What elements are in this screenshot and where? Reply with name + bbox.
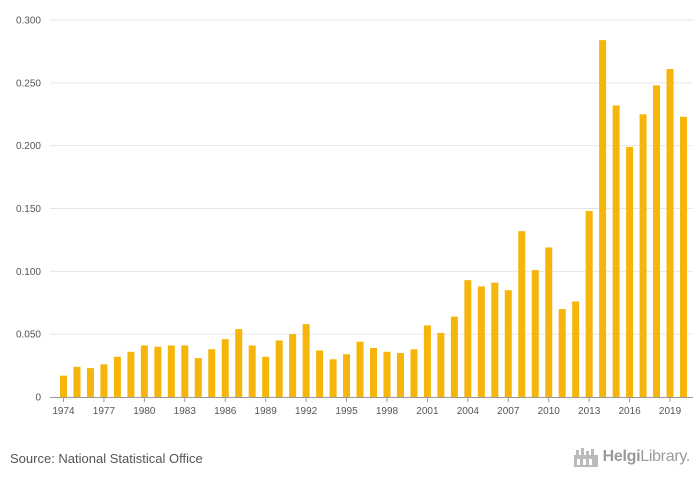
bar-2018[interactable] bbox=[653, 85, 661, 397]
bar-1988[interactable] bbox=[248, 345, 256, 397]
bar-2019[interactable] bbox=[666, 69, 674, 397]
bar-2006[interactable] bbox=[491, 282, 499, 397]
helgi-library-logo[interactable]: HelgiLibrary. bbox=[573, 446, 690, 468]
y-tick-label: 0 bbox=[35, 393, 41, 404]
bar-2020[interactable] bbox=[680, 116, 687, 397]
y-tick-label: 0.100 bbox=[16, 267, 41, 278]
bar-1987[interactable] bbox=[235, 329, 243, 397]
bar-1983[interactable] bbox=[181, 345, 189, 397]
bar-2004[interactable] bbox=[464, 280, 472, 397]
bar-1995[interactable] bbox=[343, 354, 351, 397]
bar-2002[interactable] bbox=[437, 332, 445, 397]
source-note: Source: National Statistical Office bbox=[10, 451, 203, 466]
bar-2011[interactable] bbox=[558, 309, 566, 397]
bar-1977[interactable] bbox=[100, 364, 108, 397]
bar-1992[interactable] bbox=[302, 324, 310, 397]
y-tick-label: 0.200 bbox=[16, 141, 41, 152]
x-axis-labels: 1974 1977 1980 1983 1986 1989 1992 1995 1998 2001… bbox=[52, 406, 681, 417]
bar-2001[interactable] bbox=[423, 325, 431, 397]
bar-1975[interactable] bbox=[73, 366, 81, 397]
bar-1993[interactable] bbox=[316, 350, 324, 398]
x-tick-label: 1977 bbox=[93, 406, 116, 417]
x-tick-label: 2013 bbox=[578, 406, 601, 417]
x-tick-label: 1974 bbox=[52, 406, 75, 417]
bar-chart: 0 0.050 0.100 0.150 0.200 0.250 0.300 1974 1977… bbox=[16, 16, 693, 417]
y-tick-label: 0.050 bbox=[16, 330, 41, 341]
y-tick-label: 0.250 bbox=[16, 78, 41, 89]
bar-2017[interactable] bbox=[639, 114, 647, 397]
x-tick-label: 1995 bbox=[335, 406, 358, 417]
bar-1989[interactable] bbox=[262, 356, 270, 397]
bar-2013[interactable] bbox=[585, 211, 593, 397]
y-axis-labels: 0 0.050 0.100 0.150 0.200 0.250 0.300 bbox=[16, 16, 41, 404]
brand-name: HelgiLibrary. bbox=[602, 448, 691, 466]
x-tick-label: 1992 bbox=[295, 406, 318, 417]
bar-1997[interactable] bbox=[370, 347, 377, 397]
x-tick-label: 1980 bbox=[133, 406, 156, 417]
bar-2008[interactable] bbox=[518, 231, 526, 397]
bar-1982[interactable] bbox=[167, 345, 175, 397]
bar-1985[interactable] bbox=[208, 349, 216, 397]
x-tick-label: 2001 bbox=[416, 406, 439, 417]
x-tick-label: 2019 bbox=[659, 406, 682, 417]
bar-1984[interactable] bbox=[194, 358, 202, 397]
bar-2014[interactable] bbox=[599, 40, 607, 398]
bar-2007[interactable] bbox=[504, 290, 512, 397]
x-tick-label: 2004 bbox=[457, 406, 480, 417]
bar-1990[interactable] bbox=[275, 340, 283, 397]
brand-name-bold: Helgi bbox=[602, 448, 641, 465]
bar-1974[interactable] bbox=[60, 375, 67, 397]
bar-1981[interactable] bbox=[154, 346, 162, 397]
bar-2010[interactable] bbox=[545, 247, 553, 397]
bar-2009[interactable] bbox=[531, 270, 539, 397]
bar-2003[interactable] bbox=[450, 316, 458, 397]
x-tick-label: 2010 bbox=[538, 406, 561, 417]
x-tick-label: 1986 bbox=[214, 406, 237, 417]
bar-1986[interactable] bbox=[221, 339, 229, 397]
x-tick-label: 1983 bbox=[174, 406, 197, 417]
bar-1980[interactable] bbox=[140, 345, 148, 397]
bar-2005[interactable] bbox=[477, 286, 485, 397]
x-tick-label: 1998 bbox=[376, 406, 399, 417]
bar-1996[interactable] bbox=[356, 341, 364, 397]
brand-name-rest: Library. bbox=[640, 448, 690, 465]
bar-1978[interactable] bbox=[113, 356, 121, 397]
bar-1998[interactable] bbox=[383, 351, 391, 397]
chart-footer: Source: National Statistical Office Helg… bbox=[0, 440, 700, 483]
x-axis bbox=[50, 397, 693, 402]
y-tick-label: 0.300 bbox=[16, 16, 41, 27]
bar-1979[interactable] bbox=[127, 351, 135, 397]
bar-2016[interactable] bbox=[626, 146, 634, 397]
bar-1991[interactable] bbox=[289, 334, 297, 397]
gridlines bbox=[50, 19, 693, 335]
x-tick-label: 2016 bbox=[618, 406, 641, 417]
y-tick-label: 0.150 bbox=[16, 204, 41, 215]
x-tick-label: 2007 bbox=[497, 406, 520, 417]
bar-2015[interactable] bbox=[612, 105, 620, 397]
bars bbox=[60, 40, 687, 398]
bar-2000[interactable] bbox=[410, 349, 418, 397]
x-tick-label: 1989 bbox=[255, 406, 278, 417]
bar-1994[interactable] bbox=[329, 359, 337, 397]
bar-1999[interactable] bbox=[396, 353, 404, 397]
bar-2012[interactable] bbox=[572, 301, 580, 397]
library-building-icon bbox=[573, 448, 598, 467]
bar-1976[interactable] bbox=[86, 368, 94, 397]
